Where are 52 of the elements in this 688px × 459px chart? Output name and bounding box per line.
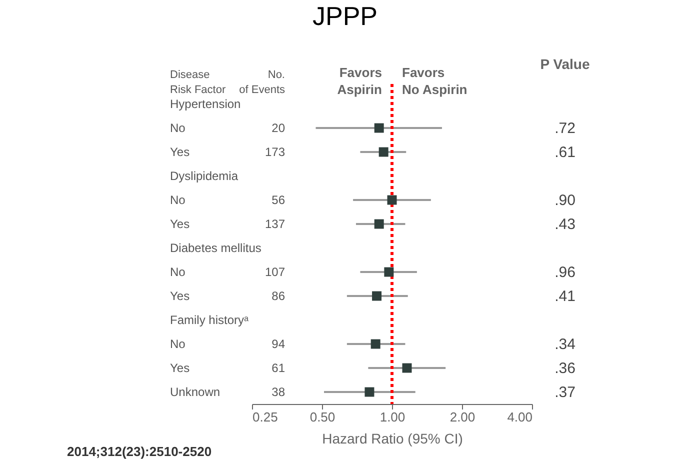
x-tick-label: 2.00 <box>450 410 476 424</box>
point <box>370 339 380 349</box>
point <box>364 387 374 397</box>
text: 2014;312(23):2510-2520 <box>67 444 212 459</box>
text: .72 <box>554 120 576 137</box>
x-tick-label: 1.00 <box>380 410 406 424</box>
y-tick-label: No <box>170 193 186 207</box>
y-tick-label: Family historyᵃ <box>170 313 250 327</box>
text: .41 <box>554 288 576 305</box>
annotation: 38 <box>272 385 286 399</box>
text: .61 <box>554 144 576 161</box>
y-tick-label: Unknown <box>170 385 220 399</box>
annotation: 61 <box>272 361 286 375</box>
x-tick-label: 4.00 <box>507 410 532 424</box>
annotation: Favors No Aspirin <box>402 65 468 97</box>
text: P Value <box>540 56 590 72</box>
point <box>374 123 384 133</box>
text: .90 <box>554 192 576 209</box>
annotation: 94 <box>272 337 286 351</box>
y-tick-label: Yes <box>170 361 190 375</box>
text: .96 <box>554 264 576 281</box>
annotation: 137 <box>264 217 286 231</box>
annotation: 56 <box>272 193 286 207</box>
text: .34 <box>554 336 576 353</box>
point <box>372 291 382 301</box>
annotation: 107 <box>264 265 286 279</box>
y-tick-label: Dyslipidemia <box>170 169 238 183</box>
text: .36 <box>554 360 576 377</box>
y-tick-label: Hypertension <box>170 97 241 111</box>
x-tick-label: 0.50 <box>310 410 336 424</box>
text: .37 <box>554 384 576 401</box>
point <box>387 195 397 205</box>
annotation: Favors Aspirin <box>337 65 382 97</box>
y-tick-label: Yes <box>170 289 190 303</box>
y-axis-title: Disease Risk Factor <box>170 69 226 96</box>
annotation: No. of Events <box>239 69 286 96</box>
annotation: 86 <box>272 289 286 303</box>
point <box>374 219 384 229</box>
y-tick-label: Yes <box>170 145 190 159</box>
point <box>384 267 394 277</box>
point <box>378 147 388 157</box>
annotation: 20 <box>272 121 286 135</box>
y-tick-label: No <box>170 121 186 135</box>
y-tick-label: Diabetes mellitus <box>170 241 262 255</box>
chart-title: JPPP <box>312 1 378 31</box>
x-tick-label: 0.25 <box>252 410 278 424</box>
y-tick-label: No <box>170 337 186 351</box>
annotation: 173 <box>264 145 286 159</box>
x-axis-title: Hazard Ratio (95% CI) <box>322 430 463 446</box>
y-tick-label: Yes <box>170 217 190 231</box>
y-tick-label: No <box>170 265 186 279</box>
text: .43 <box>554 216 576 233</box>
